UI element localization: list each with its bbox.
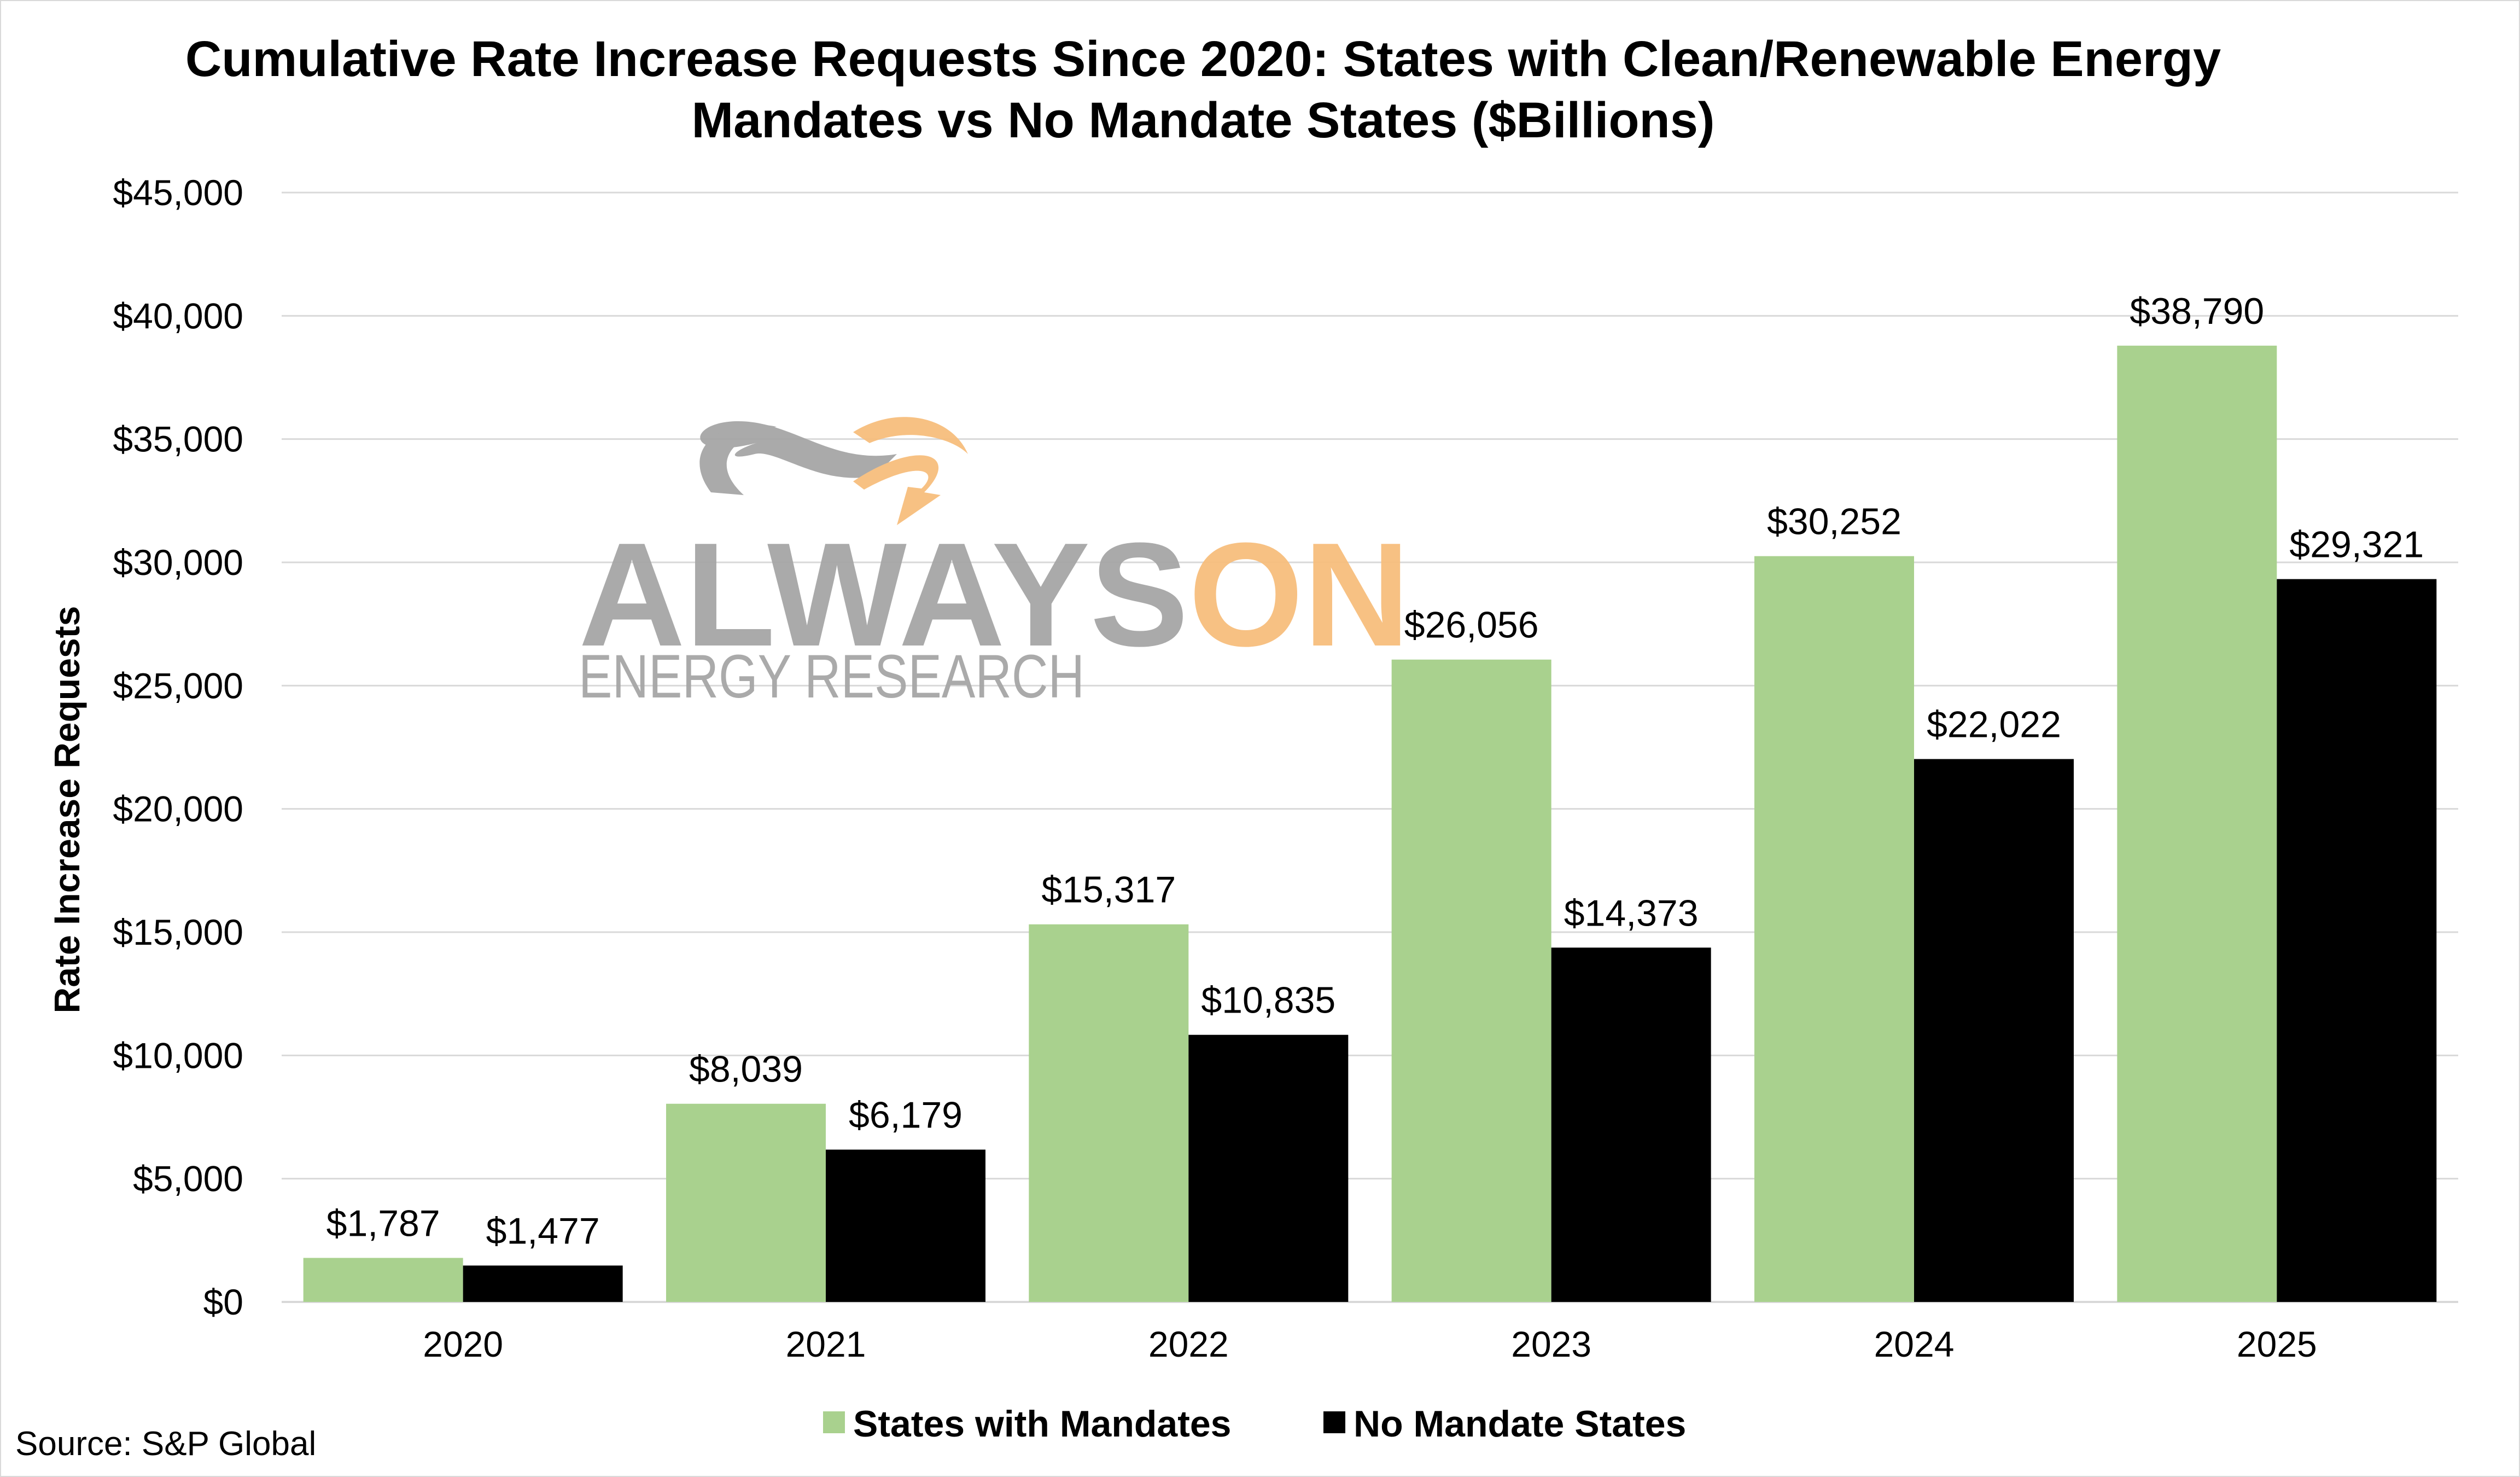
bar-mandates-2024 (1754, 556, 1914, 1302)
legend-label-states-with-mandates: States with Mandates (853, 1403, 1232, 1445)
bar-mandates-2022 (1029, 924, 1189, 1302)
bar-no-mandate-2025 (2277, 579, 2437, 1302)
chart-title: Cumulative Rate Increase Requests Since … (185, 31, 2221, 148)
data-label-no-mandate-2024: $22,022 (1927, 704, 2061, 746)
watermark-brand-left: ALWAYS (579, 513, 1188, 677)
data-label-mandates-2020: $1,787 (326, 1202, 440, 1244)
data-label-no-mandate-2025: $29,321 (2289, 524, 2424, 566)
data-label-mandates-2022: $15,317 (1041, 869, 1176, 911)
legend-label-no-mandate-states: No Mandate States (1354, 1403, 1686, 1445)
bar-no-mandate-2021 (826, 1149, 985, 1302)
data-label-mandates-2024: $30,252 (1767, 501, 1901, 543)
data-label-no-mandate-2020: $1,477 (486, 1210, 600, 1252)
y-tick-label: $40,000 (113, 295, 243, 336)
y-tick-label: $15,000 (113, 912, 243, 952)
y-tick-label: $10,000 (113, 1035, 243, 1075)
watermark-gray-loop (699, 425, 777, 495)
x-tick-label: 2022 (1148, 1324, 1229, 1364)
source-note: Source: S&P Global (15, 1425, 316, 1463)
y-tick-label: $0 (203, 1282, 243, 1322)
bar-mandates-2021 (666, 1103, 826, 1302)
bar-no-mandate-2020 (463, 1265, 623, 1302)
y-tick-label: $45,000 (113, 172, 243, 213)
y-tick-label: $20,000 (113, 789, 243, 829)
y-tick-label: $35,000 (113, 419, 243, 460)
bar-no-mandate-2024 (1914, 759, 2074, 1302)
bar-mandates-2023 (1391, 659, 1551, 1302)
bar-mandates-2025 (2117, 345, 2277, 1302)
data-label-no-mandate-2021: $6,179 (849, 1095, 962, 1136)
gridlines (282, 191, 2458, 1303)
watermark-orange-swoosh (853, 455, 941, 525)
watermark-subtitle: ENERGY RESEARCH (579, 642, 1084, 711)
y-axis-title: Rate Increase Requests (46, 606, 87, 1014)
data-label-no-mandate-2023: $14,373 (1564, 892, 1699, 934)
y-tick-label: $30,000 (113, 542, 243, 583)
watermark-orange-arc (853, 417, 968, 454)
x-tick-label: 2021 (786, 1324, 866, 1364)
legend-swatch-no-mandate-states (1323, 1411, 1345, 1433)
y-axis-ticks: $0 $5,000 $10,000 $15,000 $20,000 $25,000 $30,… (113, 172, 243, 1322)
bar-no-mandate-2023 (1551, 947, 1711, 1302)
x-tick-label: 2023 (1511, 1324, 1591, 1364)
data-label-mandates-2021: $8,039 (689, 1049, 803, 1090)
data-label-mandates-2023: $26,056 (1404, 604, 1539, 646)
bar-no-mandate-2022 (1188, 1034, 1349, 1302)
y-tick-label: $5,000 (133, 1159, 243, 1199)
x-tick-label: 2020 (423, 1324, 503, 1364)
x-tick-label: 2025 (2237, 1324, 2317, 1364)
legend: States with Mandates No Mandate States (823, 1403, 1686, 1445)
legend-swatch-states-with-mandates (823, 1411, 845, 1433)
x-tick-label: 2024 (1874, 1324, 1955, 1364)
bars (303, 345, 2437, 1302)
watermark-brand-right: ON (1188, 513, 1410, 677)
data-label-mandates-2025: $38,790 (2130, 290, 2264, 332)
data-labels: $1,787 $1,477 $8,039 $6,179 $15,317 $10,835 $2… (326, 290, 2424, 1252)
watermark-logo: ALWAYSON ENERGY RESEARCH (579, 417, 1410, 711)
bar-mandates-2020 (303, 1258, 463, 1302)
y-tick-label: $25,000 (113, 665, 243, 706)
x-axis-ticks: 2020 2021 2022 2023 2024 2025 (423, 1324, 2317, 1364)
data-label-no-mandate-2022: $10,835 (1201, 980, 1335, 1021)
watermark-brand: ALWAYSON (579, 513, 1410, 677)
